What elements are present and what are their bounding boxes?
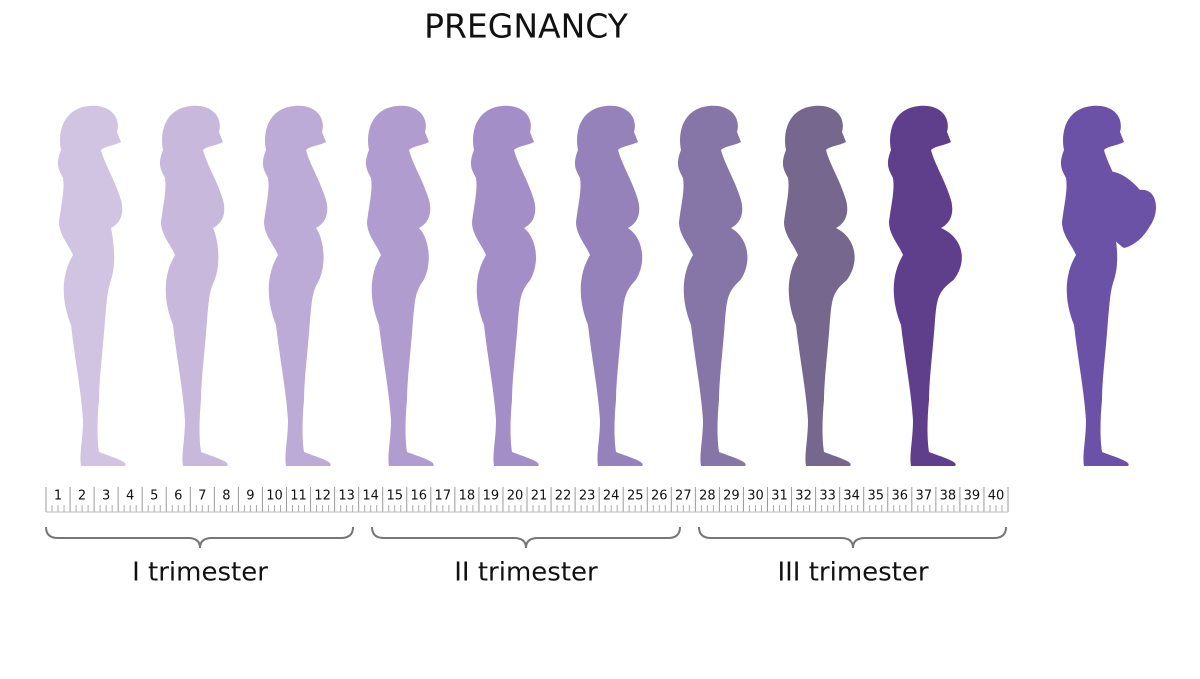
pregnant-silhouette: [57, 105, 126, 466]
pregnant-silhouette: [887, 105, 962, 466]
pregnant-silhouette: [574, 105, 643, 466]
week-label: 35: [867, 489, 884, 504]
week-label: 1: [54, 489, 62, 504]
trimester-label: I trimester: [132, 558, 268, 588]
week-label: 38: [940, 489, 957, 504]
week-label: 9: [246, 489, 254, 504]
week-label: 33: [819, 489, 836, 504]
trimester-label: II trimester: [454, 558, 598, 588]
week-label: 11: [290, 489, 307, 504]
title: PREGNANCY: [424, 7, 629, 46]
ruler: 1 2 3 4 5 6 7 8 9 10 11 12 13 14 15 16 17 18 19 20 21 22 23 24 2…: [45, 487, 1009, 513]
pregnant-silhouette: [262, 105, 331, 466]
pregnant-silhouette: [470, 105, 539, 466]
week-label: 20: [507, 489, 524, 504]
week-label: 31: [771, 489, 788, 504]
week-label: 17: [435, 489, 452, 504]
braces: [45, 526, 1007, 549]
week-label: 16: [411, 489, 428, 504]
week-label: 24: [603, 489, 620, 504]
brace: [45, 526, 354, 549]
week-label: 26: [651, 489, 668, 504]
pregnant-silhouette: [159, 105, 228, 466]
week-label: 34: [843, 489, 860, 504]
week-label: 3: [102, 489, 110, 504]
week-label: 30: [747, 489, 764, 504]
week-label: 8: [222, 489, 230, 504]
week-label: 6: [174, 489, 182, 504]
brace: [698, 526, 1007, 549]
week-label: 4: [126, 489, 134, 504]
week-label: 21: [531, 489, 548, 504]
week-label: 39: [964, 489, 981, 504]
pregnant-silhouette: [365, 105, 434, 466]
week-label: 22: [555, 489, 572, 504]
pregnant-silhouette: [782, 105, 855, 466]
figures: [57, 105, 1156, 466]
week-label: 12: [314, 489, 331, 504]
week-label: 29: [723, 489, 740, 504]
baby-silhouette: [1097, 171, 1156, 248]
week-label: 10: [266, 489, 283, 504]
week-label: 25: [627, 489, 644, 504]
week-label: 36: [892, 489, 909, 504]
trimester-label: III trimester: [777, 558, 928, 588]
week-label: 13: [338, 489, 355, 504]
week-label: 19: [483, 489, 500, 504]
week-label: 15: [386, 489, 403, 504]
week-label: 5: [150, 489, 158, 504]
week-label: 23: [579, 489, 596, 504]
week-label: 2: [78, 489, 86, 504]
pregnant-silhouette: [677, 105, 748, 466]
week-label: 14: [362, 489, 379, 504]
week-label: 32: [795, 489, 812, 504]
week-label: 37: [916, 489, 933, 504]
week-label: 40: [988, 489, 1005, 504]
week-label: 27: [675, 489, 692, 504]
week-label: 18: [459, 489, 476, 504]
week-label: 28: [699, 489, 716, 504]
brace: [371, 526, 681, 549]
mother-silhouette: [1060, 105, 1129, 466]
week-label: 7: [198, 489, 206, 504]
